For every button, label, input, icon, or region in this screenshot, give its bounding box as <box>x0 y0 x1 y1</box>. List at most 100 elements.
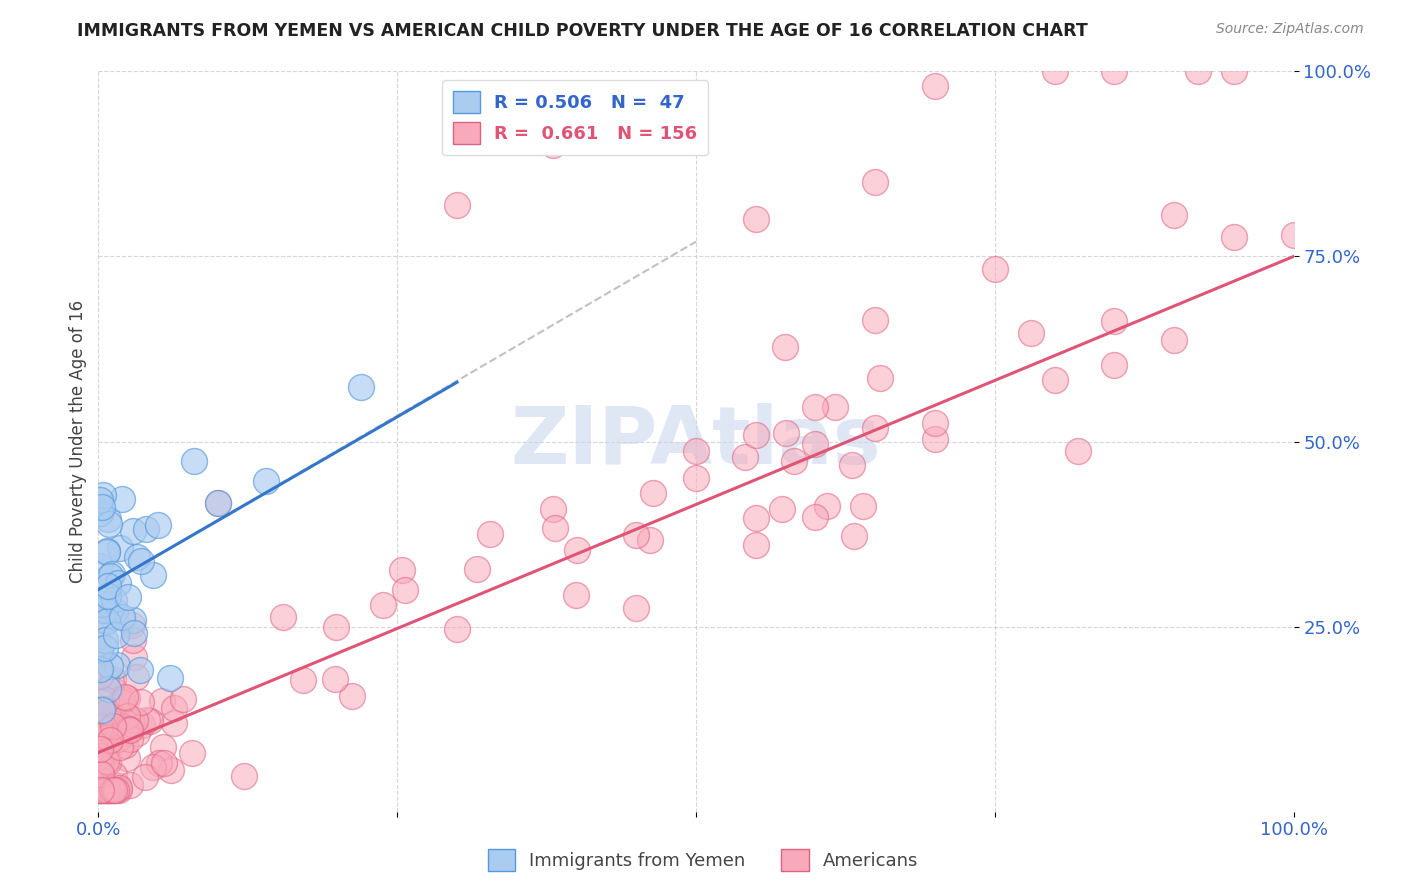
Point <box>1163 334 1185 348</box>
Point <box>89 647 111 661</box>
Point <box>89 720 111 734</box>
Point <box>120 731 142 746</box>
Point <box>340 689 363 703</box>
Point <box>94 730 117 744</box>
Point <box>745 538 768 552</box>
Point <box>150 694 173 708</box>
Point <box>94 703 117 717</box>
Point <box>97 782 120 797</box>
Point <box>108 781 131 796</box>
Point <box>122 613 145 627</box>
Point <box>865 175 887 190</box>
Point <box>105 782 128 797</box>
Point <box>89 782 111 797</box>
Point <box>350 380 373 394</box>
Point <box>117 590 139 604</box>
Y-axis label: Child Poverty Under the Age of 16: Child Poverty Under the Age of 16 <box>69 300 87 583</box>
Point <box>91 754 114 768</box>
Point <box>638 533 661 547</box>
Point <box>89 782 111 797</box>
Point <box>115 709 138 723</box>
Point <box>89 749 111 764</box>
Point <box>89 669 111 683</box>
Point <box>120 723 142 738</box>
Point <box>135 714 157 728</box>
Point <box>1223 64 1246 78</box>
Point <box>775 340 797 354</box>
Point <box>1163 208 1185 222</box>
Point <box>98 659 121 673</box>
Point <box>98 782 121 797</box>
Point <box>96 544 118 558</box>
Point <box>103 782 125 797</box>
Point <box>163 715 186 730</box>
Point <box>159 671 181 685</box>
Point <box>273 610 295 624</box>
Point <box>107 779 129 793</box>
Point <box>120 778 142 792</box>
Point <box>1282 228 1305 243</box>
Point <box>148 517 170 532</box>
Point <box>135 523 157 537</box>
Point <box>91 728 114 742</box>
Text: Source: ZipAtlas.com: Source: ZipAtlas.com <box>1216 22 1364 37</box>
Point <box>100 566 122 581</box>
Point <box>91 597 114 611</box>
Text: IMMIGRANTS FROM YEMEN VS AMERICAN CHILD POVERTY UNDER THE AGE OF 16 CORRELATION : IMMIGRANTS FROM YEMEN VS AMERICAN CHILD … <box>77 22 1088 40</box>
Legend: Immigrants from Yemen, Americans: Immigrants from Yemen, Americans <box>481 842 925 879</box>
Point <box>91 488 114 502</box>
Point <box>107 782 129 797</box>
Point <box>94 641 117 656</box>
Point <box>96 754 118 768</box>
Point <box>98 569 121 583</box>
Point <box>924 79 946 94</box>
Point <box>103 782 125 797</box>
Point <box>292 673 315 687</box>
Point <box>172 692 194 706</box>
Point <box>626 528 648 542</box>
Point <box>541 502 564 516</box>
Point <box>89 662 111 676</box>
Point <box>96 614 118 628</box>
Point <box>626 102 648 116</box>
Point <box>98 517 121 532</box>
Point <box>183 453 205 467</box>
Point <box>541 138 564 153</box>
Point <box>97 579 120 593</box>
Point <box>121 524 143 538</box>
Point <box>89 642 111 657</box>
Point <box>89 782 111 797</box>
Point <box>118 722 141 736</box>
Point <box>782 453 804 467</box>
Point <box>111 491 134 506</box>
Text: ZIPAtlas: ZIPAtlas <box>510 402 882 481</box>
Point <box>124 713 146 727</box>
Point <box>91 719 114 733</box>
Point <box>94 603 117 617</box>
Point <box>1104 64 1126 78</box>
Point <box>120 714 142 729</box>
Point <box>104 717 127 731</box>
Point <box>1019 326 1042 340</box>
Point <box>105 628 128 642</box>
Point <box>125 726 148 740</box>
Point <box>103 592 125 607</box>
Point <box>865 420 887 434</box>
Point <box>394 582 416 597</box>
Point <box>180 746 202 760</box>
Point <box>1043 64 1066 78</box>
Point <box>94 633 117 648</box>
Point <box>100 681 122 696</box>
Point <box>124 625 146 640</box>
Point <box>254 474 277 488</box>
Point <box>804 510 827 524</box>
Point <box>565 542 588 557</box>
Point <box>685 471 707 485</box>
Point <box>91 752 114 766</box>
Point <box>162 701 184 715</box>
Point <box>105 657 128 672</box>
Point <box>103 768 125 782</box>
Point <box>89 558 111 573</box>
Point <box>745 212 768 227</box>
Point <box>97 681 120 696</box>
